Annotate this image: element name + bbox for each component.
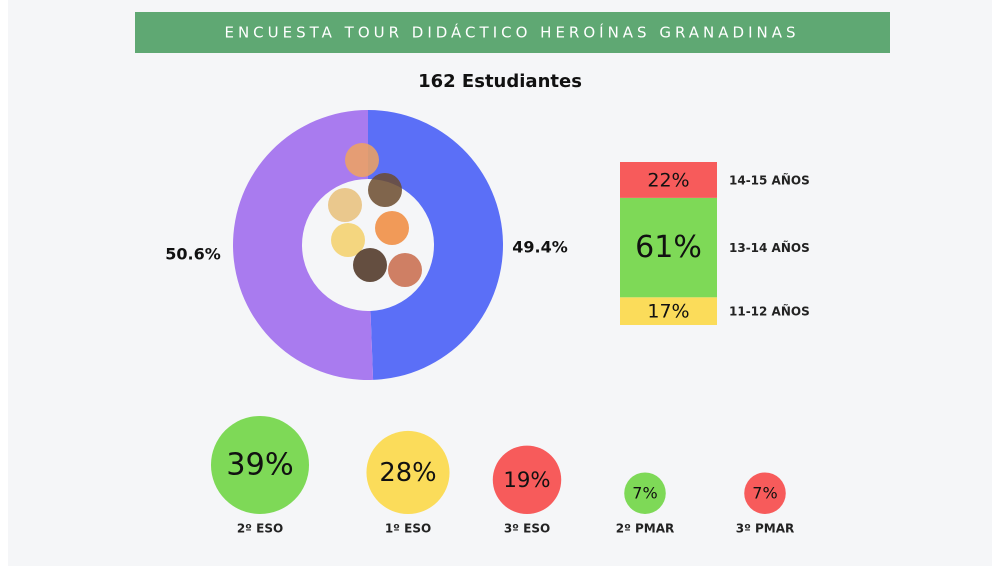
segment-label: 22%	[647, 169, 689, 191]
category-label: 2º ESO	[237, 522, 283, 536]
category-label: 1º ESO	[385, 522, 431, 536]
segment-label: 61%	[635, 230, 702, 265]
category-label: 3º ESO	[504, 522, 550, 536]
bubble-label: 7%	[752, 484, 777, 503]
illustration	[345, 143, 379, 177]
illustration	[353, 248, 387, 282]
category-label: 3º PMAR	[736, 522, 795, 536]
legend-label: 13-14 AÑOS	[729, 240, 810, 255]
legend-label: 14-15 AÑOS	[729, 172, 810, 187]
segment-label: 17%	[647, 301, 689, 323]
subtitle: 162 Estudiantes	[418, 71, 582, 92]
bubble-label: 28%	[379, 458, 436, 488]
title: ENCUESTA TOUR DIDÁCTICO HEROÍNAS GRANADI…	[224, 23, 799, 42]
slice-label: 50.6%	[165, 245, 221, 264]
category-label: 2º PMAR	[616, 522, 675, 536]
bubble-label: 39%	[226, 447, 294, 482]
infographic: ENCUESTA TOUR DIDÁCTICO HEROÍNAS GRANADI…	[0, 0, 1000, 572]
illustration	[375, 211, 409, 245]
bubble-label: 19%	[503, 468, 550, 493]
bubble-label: 7%	[632, 484, 657, 503]
illustration	[368, 173, 402, 207]
legend-label: 11-12 AÑOS	[729, 304, 810, 319]
illustration	[328, 188, 362, 222]
illustration	[388, 253, 422, 287]
slice-label: 49.4%	[512, 238, 568, 257]
